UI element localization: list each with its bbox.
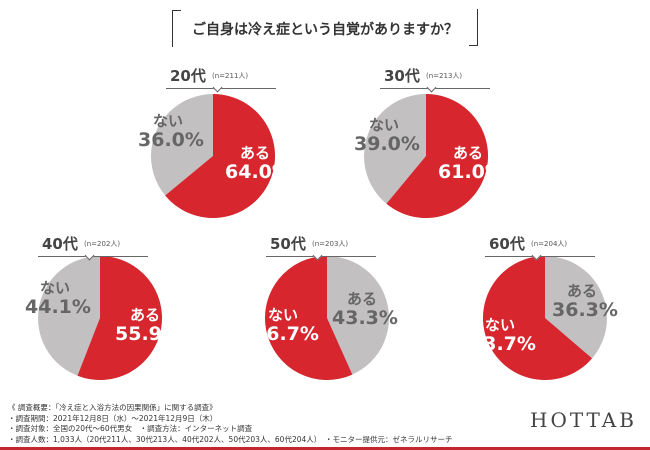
pie-header: 20代 (n=211人) [166,65,276,93]
age-label: 30代 [384,67,420,85]
slice-label: ない 63.7% [470,316,536,355]
age-label: 60代 [489,235,525,253]
slice-value: 36.3% [552,299,618,321]
slice-category: ない [267,306,298,324]
pie-slice-aru [386,94,488,218]
slice-label: ある 55.9% [115,306,181,345]
note-line: ・調査対象：全国の20代～60代男女 ・調査方法：インターネット調査 [8,424,253,433]
slice-value: 55.9% [115,323,181,345]
bottom-rule [0,447,650,450]
slice-category: ある [346,290,377,308]
pie-header: 40代 (n=202人) [38,233,148,261]
slice-value: 43.3% [332,307,398,329]
slice-label: ない 39.0% [354,116,420,155]
slice-category: ある [452,144,483,162]
sample-size: (n=203人) [312,240,349,248]
title-text: ご自身は冷え症という自覚がありますか？ [192,22,458,38]
hottab-logo: HOTTAB [530,408,637,432]
note-line: 《 調査概要：「冷え症と入浴方法の因果関係」に関する調査》 [8,403,217,412]
slice-category: ある [129,306,160,324]
slice-value: 64.0% [225,161,291,183]
pie-slice-aru [77,256,162,380]
sample-size: (n=202人) [84,240,121,248]
age-label: 20代 [170,67,206,85]
pie-header: 30代 (n=213人) [380,65,490,93]
sample-size: (n=211人) [212,72,249,80]
sample-size: (n=213人) [426,72,463,80]
slice-value: 44.1% [25,296,91,318]
slice-label: ない 36.0% [138,112,204,151]
slice-label: ある 43.3% [332,290,398,329]
slice-category: ない [152,112,183,130]
age-label: 40代 [42,235,78,253]
slice-value: 63.7% [470,333,536,355]
survey-notes: 《 調査概要：「冷え症と入浴方法の因果関係」に関する調査》 ・調査期間：2021… [8,403,453,445]
pie-slice-aru [165,94,275,219]
pie-header: 50代 (n=203人) [266,233,376,261]
slice-label: ない 56.7% [253,306,319,345]
note-line: ・調査人数：1,033人（20代211人、30代213人、40代202人、50代… [8,434,453,444]
slice-value: 39.0% [354,133,420,155]
pie-slice-nai [482,256,593,381]
question-title: ご自身は冷え症という自覚がありますか？ [172,9,478,47]
slice-label: ある 61.0% [438,144,504,183]
note-line: ・調査期間：2021年12月8日（水）～2021年12月9日（木） [8,413,218,423]
slice-category: ない [39,279,70,297]
slice-category: ない [368,116,399,134]
slice-label: ない 44.1% [25,279,91,318]
slice-category: ある [239,144,270,162]
pie-slice-nai [264,256,353,381]
slice-value: 36.0% [138,129,204,151]
pie-header: 60代 (n=204人) [485,233,595,261]
slice-label: ある 64.0% [225,144,291,183]
slice-value: 61.0% [438,161,504,183]
slice-value: 56.7% [253,323,319,345]
slice-label: ある 36.3% [552,282,618,321]
slice-category: ある [566,282,597,300]
slice-category: ない [484,316,515,334]
age-label: 50代 [270,235,306,253]
sample-size: (n=204人) [531,240,568,248]
